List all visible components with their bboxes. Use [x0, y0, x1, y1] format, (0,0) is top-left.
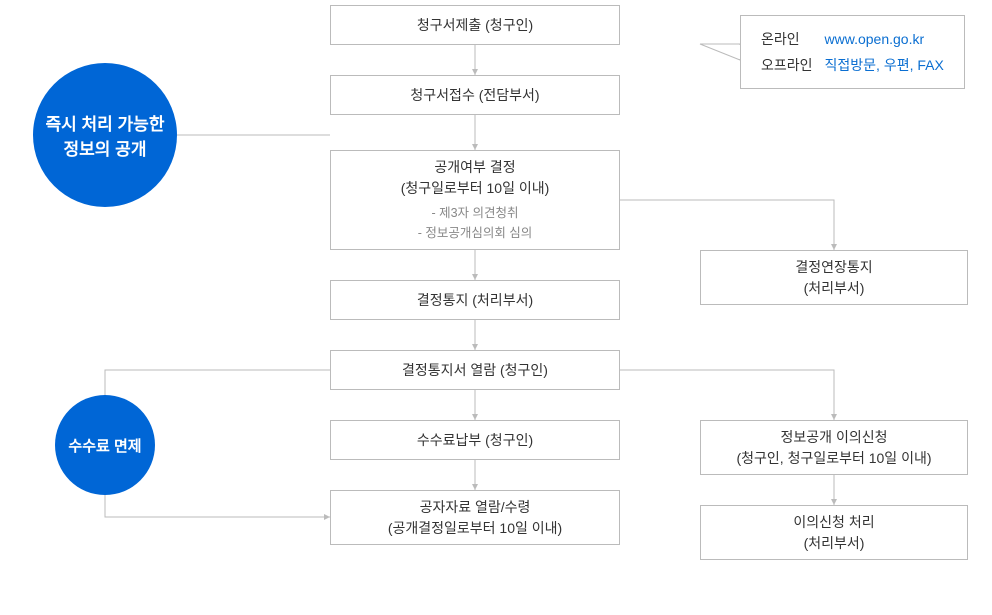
- box-receive-request: 청구서접수 (전담부서): [330, 75, 620, 115]
- box-title: 청구서제출 (청구인): [417, 15, 533, 36]
- callout-label: 온라인: [755, 26, 819, 52]
- circle-line: 정보의 공개: [64, 135, 147, 160]
- box-appeal-process: 이의신청 처리 (처리부서): [700, 505, 968, 560]
- box-subtitle: (처리부서): [804, 278, 865, 299]
- callout-link-offline[interactable]: 직접방문, 우편, FAX: [819, 52, 950, 78]
- box-submit-request: 청구서제출 (청구인): [330, 5, 620, 45]
- box-extension-notice: 결정연장통지 (처리부서): [700, 250, 968, 305]
- box-title: 청구서접수 (전담부서): [410, 85, 539, 106]
- box-receive-info: 공자자료 열람/수령 (공개결정일로부터 10일 이내): [330, 490, 620, 545]
- box-title: 공개여부 결정: [434, 157, 515, 178]
- box-appeal-request: 정보공개 이의신청 (청구인, 청구일로부터 10일 이내): [700, 420, 968, 475]
- box-title: 결정통지 (처리부서): [417, 290, 533, 311]
- circle-immediate-disclosure: 즉시 처리 가능한 정보의 공개: [33, 63, 177, 207]
- circle-line: 즉시 처리 가능한: [46, 110, 165, 135]
- box-view-notice: 결정통지서 열람 (청구인): [330, 350, 620, 390]
- box-title: 이의신청 처리: [793, 512, 874, 533]
- box-title: 수수료납부 (청구인): [417, 430, 533, 451]
- circle-line: 수수료 면제: [68, 435, 141, 456]
- box-title: 정보공개 이의신청: [781, 427, 888, 448]
- box-subtitle: (청구일로부터 10일 이내): [401, 178, 550, 199]
- callout-label: 오프라인: [755, 52, 819, 78]
- box-bullet: - 제3자 의견청취: [431, 203, 518, 223]
- box-subtitle: (처리부서): [804, 533, 865, 554]
- box-title: 결정통지서 열람 (청구인): [402, 360, 548, 381]
- box-bullet: - 정보공개심의회 심의: [418, 223, 533, 243]
- box-decision-notice: 결정통지 (처리부서): [330, 280, 620, 320]
- box-subtitle: (청구인, 청구일로부터 10일 이내): [736, 448, 931, 469]
- box-title: 결정연장통지: [795, 257, 872, 278]
- circle-fee-exempt: 수수료 면제: [55, 395, 155, 495]
- callout-channels: 온라인 www.open.go.kr 오프라인 직접방문, 우편, FAX: [740, 15, 965, 89]
- box-disclosure-decision: 공개여부 결정 (청구일로부터 10일 이내) - 제3자 의견청취 - 정보공…: [330, 150, 620, 250]
- callout-link-online[interactable]: www.open.go.kr: [819, 26, 950, 52]
- box-title: 공자자료 열람/수령: [420, 497, 531, 518]
- box-pay-fee: 수수료납부 (청구인): [330, 420, 620, 460]
- box-subtitle: (공개결정일로부터 10일 이내): [388, 518, 562, 539]
